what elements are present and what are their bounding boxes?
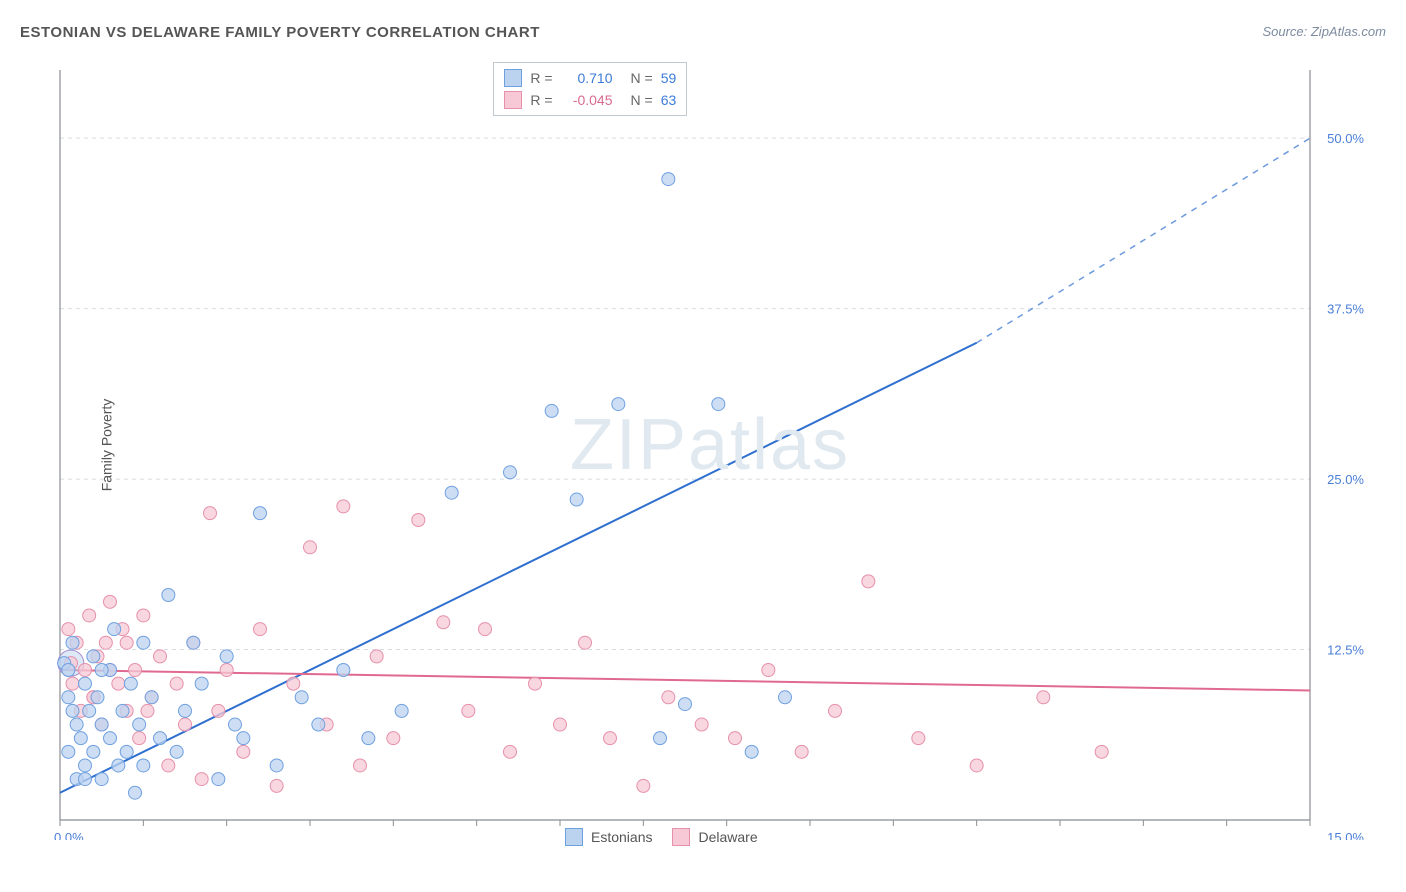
legend-series-label: Delaware: [698, 829, 757, 845]
legend-swatch: [565, 828, 583, 846]
legend-series-item: Delaware: [672, 828, 757, 846]
n-value: 59: [661, 67, 677, 89]
legend-series: Estonians Delaware: [565, 828, 758, 846]
svg-text:15.0%: 15.0%: [1327, 830, 1364, 840]
n-label: N =: [631, 67, 653, 89]
r-label: R =: [530, 89, 552, 111]
legend-correlation-row: R = -0.045 N = 63: [504, 89, 676, 111]
r-label: R =: [530, 67, 552, 89]
svg-text:12.5%: 12.5%: [1327, 643, 1364, 658]
legend-correlation-box: R = 0.710 N = 59 R = -0.045 N = 63: [493, 62, 687, 116]
chart-source: Source: ZipAtlas.com: [1262, 24, 1386, 39]
legend-swatch: [672, 828, 690, 846]
legend-series-item: Estonians: [565, 828, 652, 846]
svg-text:0.0%: 0.0%: [54, 830, 84, 840]
scatter-plot: Family Poverty ZIPatlas 12.5%25.0%37.5%5…: [50, 50, 1370, 840]
svg-text:37.5%: 37.5%: [1327, 302, 1364, 317]
r-value: 0.710: [561, 67, 613, 89]
legend-swatch: [504, 91, 522, 109]
legend-series-label: Estonians: [591, 829, 652, 845]
y-axis-label: Family Poverty: [98, 399, 114, 492]
n-value: 63: [661, 89, 677, 111]
source-prefix: Source:: [1262, 24, 1310, 39]
source-name: ZipAtlas.com: [1311, 24, 1386, 39]
legend-swatch: [504, 69, 522, 87]
n-label: N =: [631, 89, 653, 111]
r-value: -0.045: [561, 89, 613, 111]
svg-text:50.0%: 50.0%: [1327, 131, 1364, 146]
chart-title: ESTONIAN VS DELAWARE FAMILY POVERTY CORR…: [20, 24, 540, 41]
svg-text:25.0%: 25.0%: [1327, 472, 1364, 487]
chart-svg: 12.5% 25.0% 37.5% 50.0% 0.0% 15.0%: [50, 50, 1370, 840]
legend-correlation-row: R = 0.710 N = 59: [504, 67, 676, 89]
